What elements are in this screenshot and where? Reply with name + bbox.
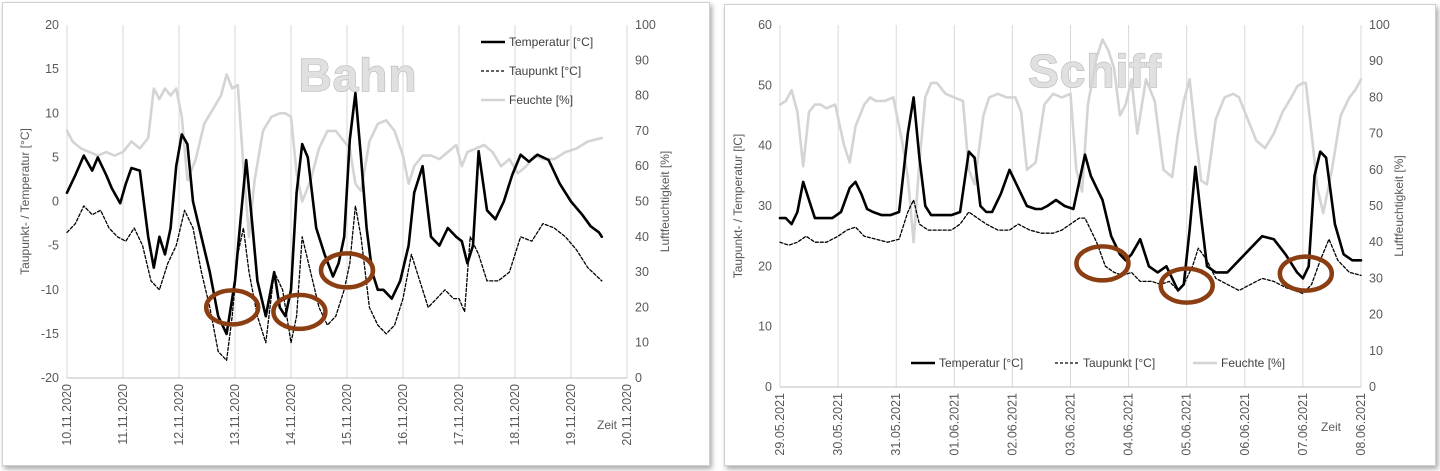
y2-tick-label: 90 bbox=[1369, 54, 1383, 68]
y-tick-label: 0 bbox=[765, 380, 772, 394]
legend-label: Taupunkt [°C] bbox=[1083, 356, 1155, 370]
y-axis-title: Taupunkt- / Temperatur [°C] bbox=[18, 128, 32, 275]
y-tick-label: 20 bbox=[45, 18, 59, 32]
y-tick-label: 30 bbox=[758, 199, 772, 213]
y2-tick-label: 50 bbox=[635, 195, 649, 209]
y-tick-label: 10 bbox=[45, 106, 59, 120]
x-tick-label: 30.05.2021 bbox=[831, 393, 845, 456]
x-tick-label: 07.06.2021 bbox=[1296, 393, 1310, 456]
y2-tick-label: 90 bbox=[635, 53, 649, 67]
x-tick-label: 31.05.2021 bbox=[889, 393, 903, 456]
x-tick-label: 29.05.2021 bbox=[773, 393, 787, 456]
series-line-feuchte bbox=[778, 38, 1363, 244]
x-tick-label: 14.11.2020 bbox=[284, 384, 298, 446]
y-tick-label: 5 bbox=[52, 150, 59, 164]
y2-tick-label: 40 bbox=[1369, 235, 1383, 249]
chart-title-watermark: Bahn bbox=[299, 49, 418, 101]
y2-tick-label: 70 bbox=[1369, 127, 1383, 141]
legend-label: Temperatur [°C] bbox=[509, 35, 593, 49]
y-tick-label: 60 bbox=[758, 18, 772, 32]
y-axis-title: Taupunkt- / Temperatur [lC] bbox=[731, 134, 745, 279]
y-tick-label: -10 bbox=[41, 283, 59, 297]
y-tick-label: 40 bbox=[758, 139, 772, 153]
x-tick-label: 06.06.2021 bbox=[1238, 393, 1252, 456]
x-tick-label: 11.11.2020 bbox=[116, 384, 130, 445]
y2-axis-title: Luftfeuchtigkeit [%] bbox=[658, 151, 672, 252]
x-tick-label: 19.11.2020 bbox=[564, 384, 578, 446]
x-axis-title: Zeit bbox=[1321, 420, 1342, 434]
y2-tick-label: 70 bbox=[635, 124, 649, 138]
annotation-ellipse bbox=[318, 251, 376, 290]
x-tick-label: 05.06.2021 bbox=[1180, 393, 1194, 456]
x-tick-label: 03.06.2021 bbox=[1064, 393, 1078, 456]
x-tick-label: 12.11.2020 bbox=[172, 384, 186, 446]
x-axis-title: Zeit bbox=[597, 418, 618, 432]
annotation-ellipse bbox=[1074, 244, 1131, 283]
x-tick-label: 20.11.2020 bbox=[620, 384, 634, 446]
y-tick-label: -5 bbox=[48, 239, 59, 253]
x-tick-label: 16.11.2020 bbox=[396, 384, 410, 446]
legend-label: Feuchte [%] bbox=[1221, 356, 1285, 370]
y2-axis-title: Luftfeuchtigkeit [%] bbox=[1392, 155, 1406, 256]
y-tick-label: 10 bbox=[758, 320, 772, 334]
y2-tick-label: 10 bbox=[1369, 344, 1383, 358]
annotation-ellipse bbox=[1277, 254, 1335, 293]
y2-tick-label: 0 bbox=[635, 371, 642, 385]
x-tick-label: 08.06.2021 bbox=[1354, 393, 1368, 456]
series-line-temperatur bbox=[778, 96, 1363, 292]
annotation-ellipse bbox=[203, 288, 261, 327]
legend-label: Temperatur [°C] bbox=[939, 356, 1023, 370]
x-tick-label: 18.11.2020 bbox=[508, 384, 522, 446]
x-tick-label: 04.06.2021 bbox=[1122, 393, 1136, 456]
x-tick-label: 10.11.2020 bbox=[60, 384, 74, 446]
chart-panel-schiff: 29.05.2021 30.05.2021 31.05.2021 01.06.2021… bbox=[724, 4, 1436, 466]
y-tick-label: -20 bbox=[41, 371, 59, 385]
x-tick-label: 13.11.2020 bbox=[228, 384, 242, 446]
y-tick-label: 15 bbox=[45, 62, 59, 76]
annotation-ellipse bbox=[271, 292, 328, 332]
y2-tick-label: 20 bbox=[635, 300, 649, 314]
x-tick-label: 15.11.2020 bbox=[340, 384, 354, 446]
chart-schiff: 29.05.2021 30.05.2021 31.05.2021 01.06.2021… bbox=[731, 18, 1406, 456]
y-tick-label: 20 bbox=[758, 259, 772, 273]
y-tick-label: 0 bbox=[52, 195, 59, 209]
annotation-ellipse bbox=[1158, 266, 1215, 305]
y2-tick-label: 80 bbox=[1369, 90, 1383, 104]
y2-tick-label: 10 bbox=[635, 336, 649, 350]
y2-tick-label: 50 bbox=[1369, 199, 1383, 213]
y2-tick-label: 40 bbox=[635, 230, 649, 244]
y2-tick-label: 20 bbox=[1369, 308, 1383, 322]
y2-tick-label: 80 bbox=[635, 89, 649, 103]
y2-tick-label: 0 bbox=[1369, 380, 1376, 394]
y2-tick-label: 60 bbox=[1369, 163, 1383, 177]
x-tick-label: 17.11.2020 bbox=[452, 384, 466, 446]
legend-label: Taupunkt [°C] bbox=[509, 64, 581, 78]
chart-panel-bahn: 10.11.2020 11.11.2020 12.11.2020 13.11.2020… bbox=[2, 2, 710, 466]
series-line-temperatur bbox=[65, 91, 604, 336]
y2-tick-label: 100 bbox=[635, 18, 656, 32]
series-line-taupunkt bbox=[779, 199, 1362, 295]
legend-label: Feuchte [%] bbox=[509, 93, 573, 107]
chart-bahn: 10.11.2020 11.11.2020 12.11.2020 13.11.2020… bbox=[18, 18, 672, 446]
x-tick-label: 02.06.2021 bbox=[1005, 393, 1019, 456]
y2-tick-label: 30 bbox=[635, 265, 649, 279]
y2-tick-label: 30 bbox=[1369, 271, 1383, 285]
y2-tick-label: 60 bbox=[635, 159, 649, 173]
y-tick-label: -15 bbox=[41, 327, 59, 341]
y2-tick-label: 100 bbox=[1369, 18, 1390, 32]
x-tick-label: 01.06.2021 bbox=[947, 393, 961, 456]
y-tick-label: 50 bbox=[758, 78, 772, 92]
